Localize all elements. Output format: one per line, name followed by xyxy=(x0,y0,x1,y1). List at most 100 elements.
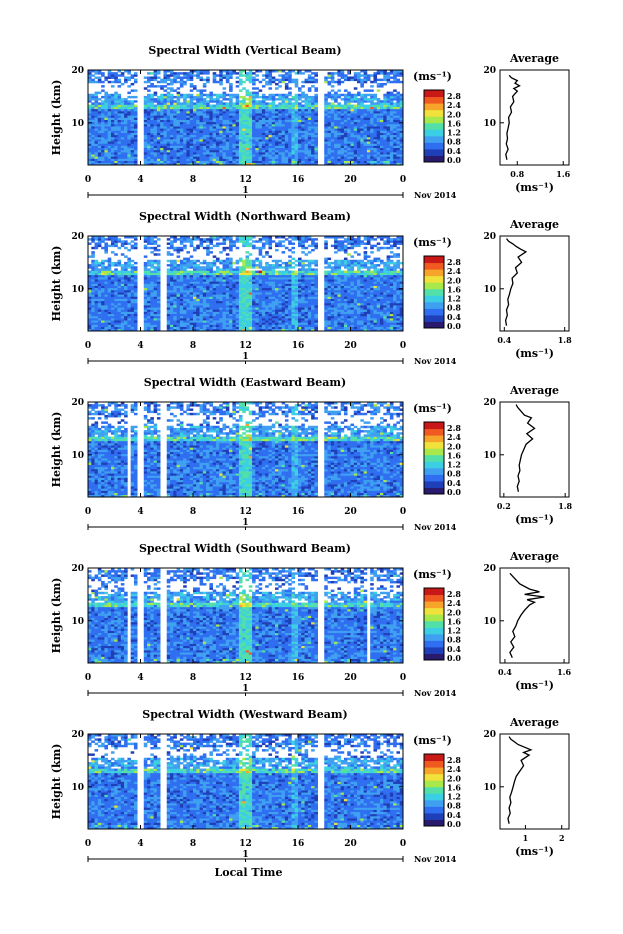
heatmap-cell xyxy=(396,96,400,98)
heatmap-cell xyxy=(390,126,394,128)
heatmap-cell xyxy=(95,286,99,288)
heatmap-cell xyxy=(150,141,154,143)
heatmap-cell xyxy=(268,107,272,109)
heatmap-cell xyxy=(364,128,368,130)
heatmap-cell xyxy=(203,268,207,270)
heatmap-cell xyxy=(354,141,358,143)
heatmap-cell xyxy=(95,266,99,268)
heatmap-cell xyxy=(246,107,250,109)
heatmap-cell xyxy=(347,124,351,126)
heatmap-cell xyxy=(360,113,364,115)
heatmap-cell xyxy=(200,262,204,264)
heatmap-cell xyxy=(364,74,368,76)
heatmap-cell xyxy=(239,120,243,122)
heatmap-cell xyxy=(239,159,243,161)
heatmap-cell xyxy=(101,314,105,316)
heatmap-cell xyxy=(108,115,112,117)
heatmap-cell xyxy=(206,275,210,277)
heatmap-cell xyxy=(347,152,351,154)
heatmap-cell xyxy=(167,76,171,78)
heatmap-cell xyxy=(173,128,177,130)
heatmap-cell xyxy=(193,115,197,117)
heatmap-cell xyxy=(118,111,122,113)
heatmap-cell xyxy=(246,76,250,78)
heatmap-cell xyxy=(98,296,102,298)
heatmap-cell xyxy=(357,76,361,78)
heatmap-cell xyxy=(206,273,210,275)
heatmap-cell xyxy=(203,288,207,290)
heatmap-cell xyxy=(177,271,181,273)
heatmap-cell xyxy=(157,260,161,262)
heatmap-cell xyxy=(344,128,348,130)
heatmap-cell xyxy=(242,115,246,117)
heatmap-cell xyxy=(170,135,174,137)
heatmap-cell xyxy=(295,156,299,158)
heatmap-cell xyxy=(387,79,391,81)
heatmap-cell xyxy=(147,238,151,240)
heatmap-cell xyxy=(305,154,309,156)
heatmap-cell xyxy=(104,135,108,137)
heatmap-cell xyxy=(154,325,158,327)
heatmap-cell xyxy=(282,109,286,111)
heatmap-cell xyxy=(357,81,361,83)
heatmap-cell xyxy=(216,268,220,270)
heatmap-cell xyxy=(108,316,112,318)
heatmap-cell xyxy=(196,305,200,307)
heatmap-cell xyxy=(337,156,341,158)
heatmap-cell xyxy=(206,245,210,247)
heatmap-cell xyxy=(360,98,364,100)
heatmap-cell xyxy=(91,273,95,275)
heatmap-cell xyxy=(311,146,315,148)
heatmap-cell xyxy=(229,161,233,163)
heatmap-cell xyxy=(170,109,174,111)
heatmap-cell xyxy=(272,102,276,104)
heatmap-cell xyxy=(186,152,190,154)
heatmap-cell xyxy=(370,105,374,107)
heatmap-cell xyxy=(203,137,207,139)
heatmap-cell xyxy=(91,303,95,305)
heatmap-cell xyxy=(104,94,108,96)
heatmap-cell xyxy=(255,148,259,150)
heatmap-cell xyxy=(249,152,253,154)
heatmap-cell xyxy=(344,120,348,122)
heatmap-cell xyxy=(203,284,207,286)
heatmap-cell xyxy=(288,98,292,100)
heatmap-cell xyxy=(219,152,223,154)
heatmap-cell xyxy=(190,264,194,266)
heatmap-cell xyxy=(390,148,394,150)
heatmap-cell xyxy=(344,118,348,120)
heatmap-cell xyxy=(154,94,158,96)
heatmap-cell xyxy=(108,301,112,303)
heatmap-cell xyxy=(305,161,309,163)
heatmap-cell xyxy=(183,238,187,240)
heatmap-cell xyxy=(147,279,151,281)
heatmap-cell xyxy=(229,240,233,242)
heatmap-cell xyxy=(219,305,223,307)
heatmap-cell xyxy=(229,135,233,137)
heatmap-cell xyxy=(170,113,174,115)
heatmap-cell xyxy=(91,238,95,240)
heatmap-cell xyxy=(268,115,272,117)
heatmap-cell xyxy=(91,260,95,262)
heatmap-cell xyxy=(186,294,190,296)
heatmap-cell xyxy=(173,322,177,324)
heatmap-cell xyxy=(163,154,167,156)
heatmap-cell xyxy=(147,290,151,292)
heatmap-cell xyxy=(144,271,148,273)
heatmap-cell xyxy=(114,290,118,292)
heatmap-cell xyxy=(216,238,220,240)
heatmap-cell xyxy=(357,102,361,104)
heatmap-cell xyxy=(314,148,318,150)
heatmap-cell xyxy=(186,122,190,124)
heatmap-cell xyxy=(305,137,309,139)
heatmap-cell xyxy=(167,135,171,137)
heatmap-cell xyxy=(216,111,220,113)
heatmap-cell xyxy=(393,161,397,163)
heatmap-cell xyxy=(223,133,227,135)
heatmap-cell xyxy=(226,294,230,296)
heatmap-cell xyxy=(124,325,128,327)
heatmap-cell xyxy=(170,281,174,283)
heatmap-cell xyxy=(177,98,181,100)
heatmap-cell xyxy=(131,264,135,266)
heatmap-cell xyxy=(108,94,112,96)
